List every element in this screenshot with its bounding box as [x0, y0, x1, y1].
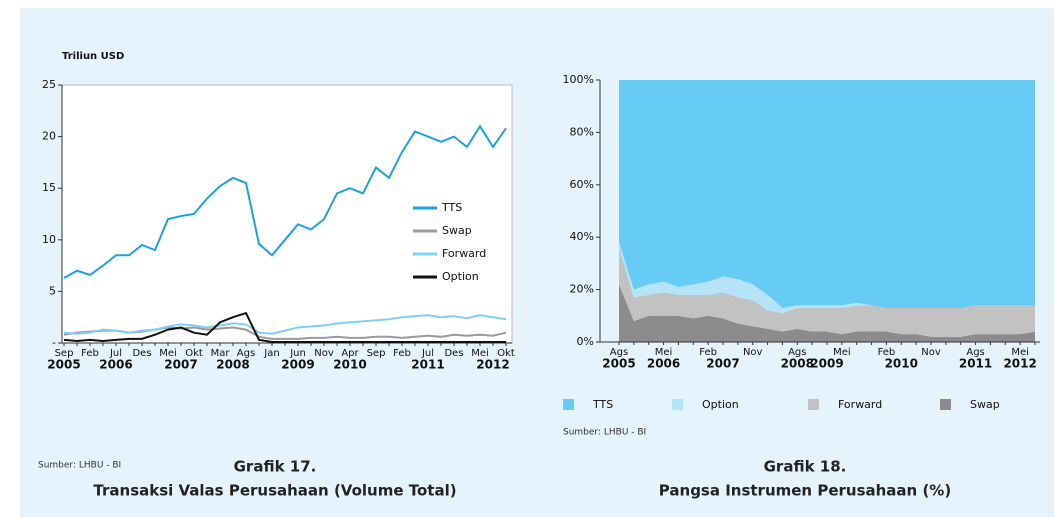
y-tick-label: -	[52, 336, 56, 349]
area	[619, 247, 1035, 337]
year-label: 2010	[333, 358, 366, 372]
x-tick-label: Ags	[966, 347, 984, 358]
x-tick-label: Ags	[237, 348, 255, 359]
legend-label: Forward	[442, 247, 486, 260]
x-tick-label: Sep	[55, 348, 74, 359]
source: Sumber: LHBU - BI	[38, 461, 121, 471]
y-tick-label: 20%	[570, 283, 594, 296]
x-tick-label: Sep	[367, 348, 386, 359]
x-tick-label: Nov	[921, 347, 941, 358]
x-tick-label: Jun	[289, 348, 306, 359]
legend-label: TTS	[441, 201, 462, 214]
y-tick-label: 0%	[577, 335, 594, 348]
year-label: 2007	[164, 358, 197, 372]
legend-swatch	[672, 399, 683, 410]
x-tick-label: Feb	[393, 348, 411, 359]
x-tick-label: Mar	[211, 348, 231, 359]
legend-swatch	[940, 399, 951, 410]
x-tick-label: Mei	[833, 347, 851, 358]
year-label: 2010	[885, 357, 918, 371]
series-line	[63, 314, 507, 335]
y-tick-label: 80%	[570, 125, 594, 138]
year-label: 2011	[411, 358, 444, 372]
year-label: 2011	[959, 357, 992, 371]
y-tick-label: 25	[42, 78, 56, 91]
caption-title: Transaksi Valas Perusahaan (Volume Total…	[93, 482, 456, 500]
y-tick-label: 10	[42, 233, 56, 246]
caption-title: Pangsa Instrumen Perusahaan (%)	[659, 482, 951, 500]
x-tick-label: Okt	[497, 348, 515, 359]
x-tick-label: Des	[444, 348, 463, 359]
x-tick-label: Ags	[610, 347, 628, 358]
x-tick-label: Mei	[471, 348, 489, 359]
caption-number: Grafik 17.	[234, 458, 317, 476]
year-label: 2008	[781, 357, 814, 371]
x-tick-label: Feb	[81, 348, 99, 359]
legend-label: Forward	[838, 398, 882, 411]
x-tick-label: Mei	[655, 347, 673, 358]
x-tick-label: Des	[132, 348, 151, 359]
x-tick-label: Mei	[1011, 347, 1029, 358]
x-tick-label: Nov	[743, 347, 763, 358]
year-label: 2005	[47, 358, 80, 372]
x-tick-label: Mei	[159, 348, 177, 359]
year-label: 2009	[281, 358, 314, 372]
x-tick-label: Feb	[878, 347, 896, 358]
legend-label: Option	[442, 270, 479, 283]
legend-swatch	[808, 399, 819, 410]
y-tick-label: 5	[49, 284, 56, 297]
legend-label: Option	[702, 398, 739, 411]
year-label: 2008	[216, 358, 249, 372]
legend-label: Swap	[970, 398, 1000, 411]
legend-label: TTS	[592, 398, 613, 411]
axis-label: Triliun USD	[62, 51, 124, 62]
x-tick-label: Nov	[314, 348, 334, 359]
year-label: 2005	[602, 357, 635, 371]
year-label: 2012	[476, 358, 509, 372]
y-tick-label: 20	[42, 130, 56, 143]
year-label: 2006	[99, 358, 132, 372]
caption-number: Grafik 18.	[764, 458, 847, 476]
x-tick-label: Jul	[109, 348, 122, 359]
year-label: 2009	[810, 357, 843, 371]
legend-swatch	[563, 399, 574, 410]
y-tick-label: 15	[42, 181, 56, 194]
plot-bg	[61, 84, 513, 344]
series-line	[63, 311, 506, 343]
x-tick-label: Feb	[699, 347, 717, 358]
x-tick-label: Okt	[185, 348, 203, 359]
y-tick-label: 40%	[570, 230, 594, 243]
area	[619, 80, 1035, 308]
source: Sumber: LHBU - BI	[563, 428, 646, 438]
y-tick-label: 100%	[563, 73, 594, 86]
area	[619, 284, 1035, 342]
x-tick-label: Jan	[263, 348, 279, 359]
year-label: 2012	[1003, 357, 1036, 371]
y-tick-label: 60%	[570, 178, 594, 191]
legend-label: Swap	[442, 224, 472, 237]
x-tick-label: Apr	[341, 348, 359, 359]
year-label: 2006	[647, 357, 680, 371]
x-tick-label: Jul	[421, 348, 434, 359]
series-line	[63, 124, 507, 279]
year-label: 2007	[706, 357, 739, 371]
x-tick-label: Ags	[788, 347, 806, 358]
